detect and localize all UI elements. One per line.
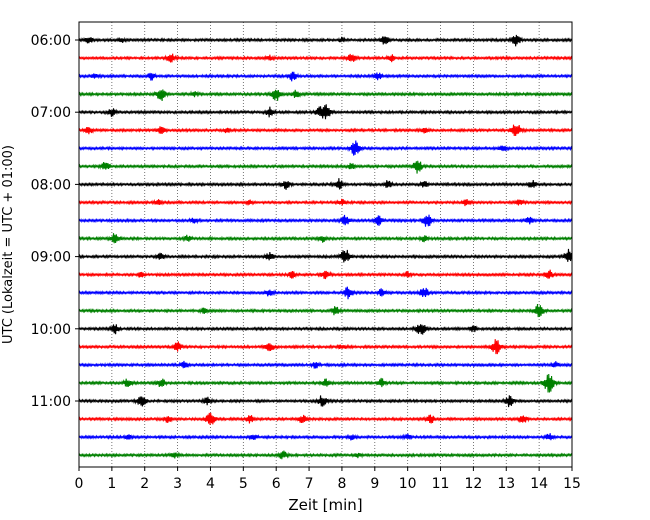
trace-0900	[78, 248, 573, 263]
x-axis-ticks: 0 1 2 3 4 5 6 7 8 9 10 11 12 13 14 15	[75, 467, 581, 492]
y-tick-label: 06:00	[31, 33, 71, 49]
x-tick-label: 0	[75, 476, 84, 492]
x-tick-label: 15	[563, 476, 581, 492]
x-tick-label: 5	[239, 476, 248, 492]
x-tick-label: 7	[305, 476, 314, 492]
trace-0745	[78, 160, 573, 174]
y-tick-label: 08:00	[31, 177, 71, 193]
trace-0945	[78, 303, 573, 318]
x-tick-label: 13	[497, 476, 515, 492]
x-tick-label: 4	[206, 476, 215, 492]
trace-0700	[78, 104, 573, 120]
y-tick-label: 11:00	[31, 394, 71, 410]
trace-0800	[78, 178, 573, 190]
y-axis-ticks: 06:00 07:00 08:00 09:00 10:00 11:00	[31, 33, 79, 410]
x-tick-label: 11	[432, 476, 450, 492]
x-tick-label: 14	[530, 476, 548, 492]
trace-0915	[78, 269, 573, 280]
trace-0715	[78, 124, 573, 137]
y-tick-label: 09:00	[31, 250, 71, 266]
x-tick-label: 1	[107, 476, 116, 492]
trace-1145	[78, 450, 573, 460]
trace-1115	[78, 412, 573, 425]
y-tick-label: 07:00	[31, 105, 71, 121]
trace-0845	[78, 233, 573, 244]
trace-0930	[78, 286, 573, 300]
trace-0630	[78, 71, 573, 82]
trace-0615	[78, 53, 573, 63]
trace-1015	[78, 339, 573, 355]
x-tick-label: 3	[173, 476, 182, 492]
x-tick-label: 12	[464, 476, 482, 492]
trace-1100	[78, 395, 573, 408]
trace-1030	[78, 360, 573, 369]
plot-frame	[78, 21, 573, 468]
x-tick-label: 10	[399, 476, 417, 492]
y-axis-label: UTC (Lokalzeit = UTC + 01:00)	[1, 145, 16, 344]
trace-0815	[78, 198, 573, 207]
y-tick-label: 10:00	[31, 322, 71, 338]
trace-0645	[78, 89, 573, 101]
x-tick-label: 9	[370, 476, 379, 492]
trace-1000	[78, 324, 573, 335]
traces-group	[78, 34, 573, 460]
trace-1045	[78, 374, 573, 393]
trace-0730	[78, 140, 573, 156]
vertical-grid	[111, 22, 540, 467]
x-tick-label: 2	[140, 476, 149, 492]
x-tick-label: 8	[337, 476, 346, 492]
x-axis-label: Zeit [min]	[288, 496, 362, 514]
trace-0600	[78, 34, 573, 47]
trace-1130	[78, 433, 573, 441]
x-tick-label: 6	[272, 476, 281, 492]
trace-0830	[78, 214, 573, 227]
